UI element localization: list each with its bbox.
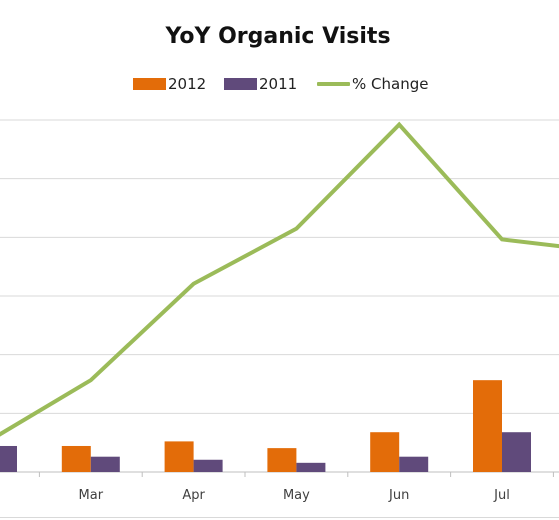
bar-2011-apr: [193, 459, 223, 472]
x-tick-label-may: May: [283, 488, 310, 503]
bar-2012-may: [267, 448, 297, 472]
x-tick-label-mar: Mar: [79, 488, 104, 503]
bar-2011-may: [296, 462, 326, 472]
x-tick-label-jul: Jul: [493, 488, 510, 503]
bar-2011-feb: [0, 445, 17, 472]
bar-2012-jun: [370, 432, 400, 472]
bar-2011-mar: [90, 456, 120, 472]
legend-item-2011: 2011: [224, 73, 297, 95]
bar-2012-jul: [473, 380, 502, 472]
bar-2011-jun: [399, 456, 429, 472]
x-tick-label-jun: Jun: [388, 488, 409, 503]
legend-swatch-pct-change: [317, 82, 350, 86]
legend-label-2012: 2012: [168, 75, 207, 93]
x-tick-label-apr: Apr: [182, 488, 205, 503]
bar-2012-mar: [61, 445, 91, 472]
line-series-pct-change: [0, 121, 559, 437]
legend-label-pct-change: % Change: [352, 75, 429, 93]
legend-item-2012: 2012: [133, 73, 206, 95]
legend-item-pct-change: % Change: [317, 73, 428, 95]
chart-bottom-border: [0, 517, 559, 518]
legend-swatch-2011: [224, 78, 257, 90]
legend-swatch-2012: [133, 78, 166, 90]
chart-legend: 2012 2011 % Change: [0, 73, 559, 95]
legend-label-2011: 2011: [259, 75, 298, 93]
bar-2011-jul: [502, 432, 531, 472]
chart-title: YoY Organic Visits: [165, 24, 391, 49]
bar-2012-apr: [164, 441, 194, 472]
